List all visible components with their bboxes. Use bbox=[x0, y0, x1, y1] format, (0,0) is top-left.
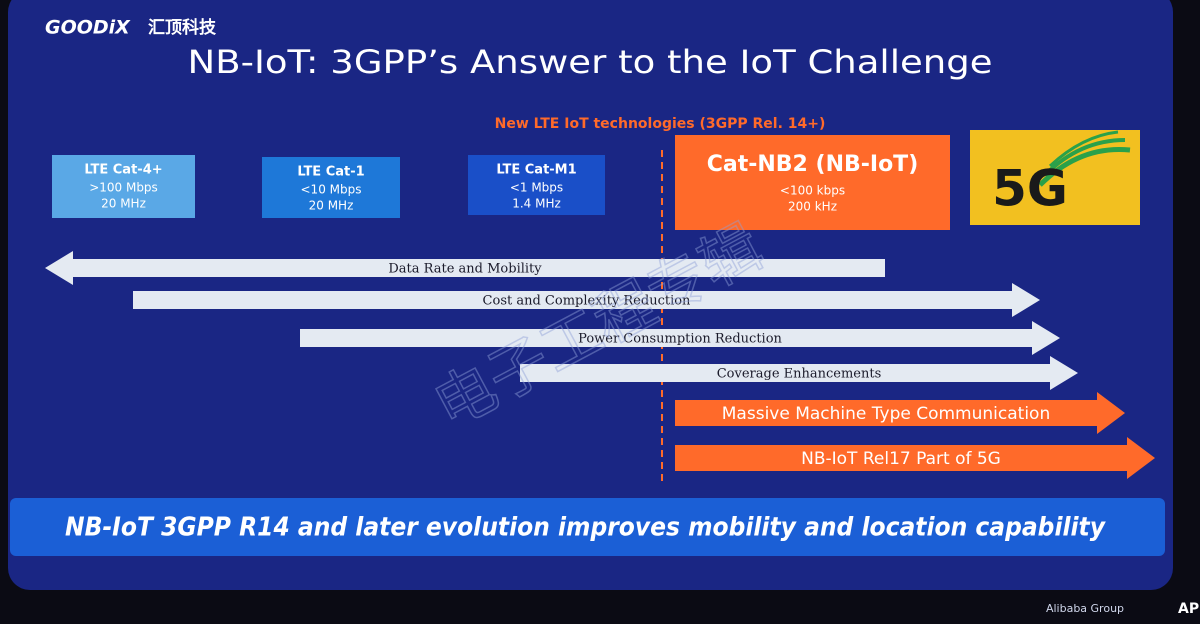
badge-label: 5G bbox=[992, 160, 1068, 218]
tech-label: LTE Cat-M1 bbox=[496, 163, 576, 178]
badge-box bbox=[970, 130, 1140, 225]
badge-arc bbox=[1038, 146, 1131, 187]
tech-box bbox=[52, 155, 195, 218]
badge-arc bbox=[1043, 138, 1126, 177]
subtitle: New LTE IoT technologies (3GPP Rel. 14+) bbox=[495, 116, 826, 132]
arrow bbox=[300, 321, 1060, 355]
arrow-label: Data Rate and Mobility bbox=[388, 262, 542, 277]
arrow-label: NB-IoT Rel17 Part of 5G bbox=[801, 449, 1001, 469]
arrow-label: Coverage Enhancements bbox=[717, 367, 882, 382]
badge-arc bbox=[1048, 130, 1119, 168]
badge-5g: 5G bbox=[970, 130, 1140, 225]
arrow bbox=[675, 437, 1155, 479]
tech-bandwidth: 20 MHz bbox=[309, 199, 354, 213]
arrow-label: Power Consumption Reduction bbox=[578, 332, 782, 347]
tech-box bbox=[468, 155, 605, 215]
title: NB-IoT: 3GPP’s Answer to the IoT Challen… bbox=[188, 43, 993, 81]
tech-label: LTE Cat-1 bbox=[297, 165, 364, 180]
banner: NB-IoT 3GPP R14 and later evolution impr… bbox=[65, 513, 1106, 543]
arrow bbox=[133, 283, 1040, 317]
arrow bbox=[520, 356, 1078, 390]
tech-rate: <1 Mbps bbox=[510, 181, 563, 195]
tech-label: Cat-NB2 (NB-IoT) bbox=[707, 152, 919, 177]
tech-label: LTE Cat-4+ bbox=[84, 163, 162, 178]
tech-bandwidth: 200 kHz bbox=[788, 200, 837, 214]
tech-bandwidth: 1.4 MHz bbox=[512, 197, 561, 211]
tech-box bbox=[262, 157, 400, 218]
arrow bbox=[675, 392, 1125, 434]
tech-bandwidth: 20 MHz bbox=[101, 197, 146, 211]
arrow-label: Cost and Complexity Reduction bbox=[483, 294, 692, 309]
event: APSAR bbox=[1178, 601, 1200, 617]
arrow bbox=[45, 251, 885, 285]
tech-rate: <10 Mbps bbox=[301, 183, 362, 197]
sponsor: Alibaba Group bbox=[1046, 602, 1124, 615]
logo: GOODiX bbox=[45, 17, 131, 39]
banner-box bbox=[10, 498, 1165, 556]
arrow-label: Massive Machine Type Communication bbox=[722, 404, 1050, 424]
tech-rate: >100 Mbps bbox=[89, 181, 158, 195]
tech-rate: <100 kbps bbox=[780, 184, 845, 198]
company: 汇顶科技 bbox=[148, 17, 217, 38]
tech-box bbox=[675, 135, 950, 230]
